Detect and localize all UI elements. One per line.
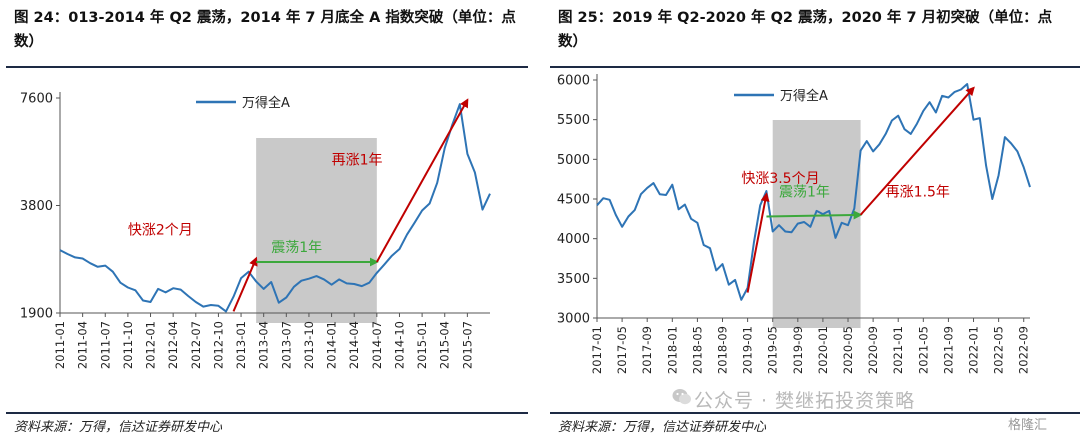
x-tick-label: 2014-01	[325, 321, 339, 369]
trend-arrow	[766, 210, 863, 220]
x-tick-label: 2021-01	[891, 326, 905, 374]
figure-25-source: 资料来源：万得，信达证券研发中心	[558, 420, 767, 435]
figure-24-top-rule	[6, 66, 528, 68]
x-tick-label: 2020-05	[841, 326, 855, 374]
figure-25-panel: 图 25：2019 年 Q2-2020 年 Q2 震荡，2020 年 7 月初突…	[544, 0, 1080, 439]
x-tick-label: 2017-01	[590, 326, 604, 374]
figure-24-source: 资料来源：万得，信达证券研发中心	[14, 420, 223, 435]
figure-24-bottom-rule	[6, 412, 528, 414]
figure-25-title: 图 25：2019 年 Q2-2020 年 Q2 震荡，2020 年 7 月初突…	[558, 10, 1053, 50]
x-tick-label: 2020-09	[866, 326, 880, 374]
y-tick-label: 3500	[557, 272, 590, 287]
trend-arrow	[859, 86, 975, 216]
y-tick-label: 7600	[20, 92, 53, 107]
x-tick-label: 2018-05	[690, 326, 704, 374]
wechat-logo-icon	[672, 389, 691, 405]
y-tick-label: 4500	[557, 193, 590, 208]
trend-arrow	[375, 98, 469, 263]
trend-arrow	[746, 192, 770, 293]
y-tick-label: 1900	[20, 307, 53, 322]
watermark-corner: 格隆汇	[1008, 418, 1048, 433]
x-tick-label: 2012-01	[144, 321, 158, 369]
x-tick-label: 2013-07	[279, 321, 293, 369]
x-tick-label: 2019-09	[791, 326, 805, 374]
series-line-wind-all-a	[596, 83, 1031, 301]
x-tick-label: 2014-10	[392, 321, 406, 369]
x-tick-label: 2017-09	[640, 326, 654, 374]
annotation-label: 震荡1年	[271, 240, 322, 256]
x-tick-label: 2013-10	[302, 321, 316, 369]
x-tick-label: 2015-07	[460, 321, 474, 369]
x-tick-label: 2018-01	[665, 326, 679, 374]
figure-25-bottom-rule	[550, 412, 1080, 414]
x-tick-label: 2021-05	[916, 326, 930, 374]
figure-24-title: 图 24：013-2014 年 Q2 震荡，2014 年 7 月底全 A 指数突…	[14, 10, 516, 50]
figure-24-panel: 图 24：013-2014 年 Q2 震荡，2014 年 7 月底全 A 指数突…	[0, 0, 528, 439]
x-tick-label: 2011-01	[53, 321, 67, 369]
x-tick-label: 2022-09	[1017, 326, 1031, 374]
x-tick-label: 2020-01	[816, 326, 830, 374]
annotation-label: 再涨1年	[332, 152, 383, 168]
annotation-label: 快涨3.5个月	[741, 171, 819, 187]
watermark-text: 公众号 · 樊继拓投资策略	[694, 390, 916, 412]
y-tick-label: 6000	[557, 74, 590, 89]
legend-label: 万得全A	[780, 88, 828, 104]
x-tick-label: 2014-04	[347, 321, 361, 369]
annotation-label: 再涨1.5年	[886, 185, 950, 201]
x-tick-label: 2013-04	[257, 321, 271, 369]
x-tick-label: 2012-10	[211, 321, 225, 369]
figure-25-top-rule	[550, 66, 1080, 68]
annotation-label: 快涨2个月	[128, 223, 193, 239]
x-tick-label: 2018-09	[716, 326, 730, 374]
x-tick-label: 2012-07	[189, 321, 203, 369]
shaded-consolidation-region	[256, 138, 377, 323]
x-tick-label: 2011-10	[121, 321, 135, 369]
x-tick-label: 2013-01	[234, 321, 248, 369]
series-line-wind-all-a	[59, 103, 491, 313]
y-tick-label: 4000	[557, 232, 590, 247]
y-tick-label: 3800	[20, 199, 53, 214]
annotation-label: 震荡1年	[779, 185, 830, 201]
y-tick-label: 5000	[557, 153, 590, 168]
x-tick-label: 2011-07	[98, 321, 112, 369]
legend-label: 万得全A	[242, 95, 290, 111]
x-tick-label: 2012-04	[166, 321, 180, 369]
trend-arrow	[232, 256, 258, 312]
x-tick-label: 2022-01	[967, 326, 981, 374]
y-tick-label: 3000	[557, 312, 590, 327]
x-tick-label: 2019-05	[766, 326, 780, 374]
x-tick-label: 2011-04	[76, 321, 90, 369]
x-tick-label: 2015-04	[438, 321, 452, 369]
x-tick-label: 2015-01	[415, 321, 429, 369]
x-tick-label: 2017-05	[615, 326, 629, 374]
y-tick-label: 5500	[557, 113, 590, 128]
x-tick-label: 2014-07	[370, 321, 384, 369]
x-tick-label: 2022-05	[992, 326, 1006, 374]
x-tick-label: 2019-01	[741, 326, 755, 374]
x-tick-label: 2021-09	[941, 326, 955, 374]
